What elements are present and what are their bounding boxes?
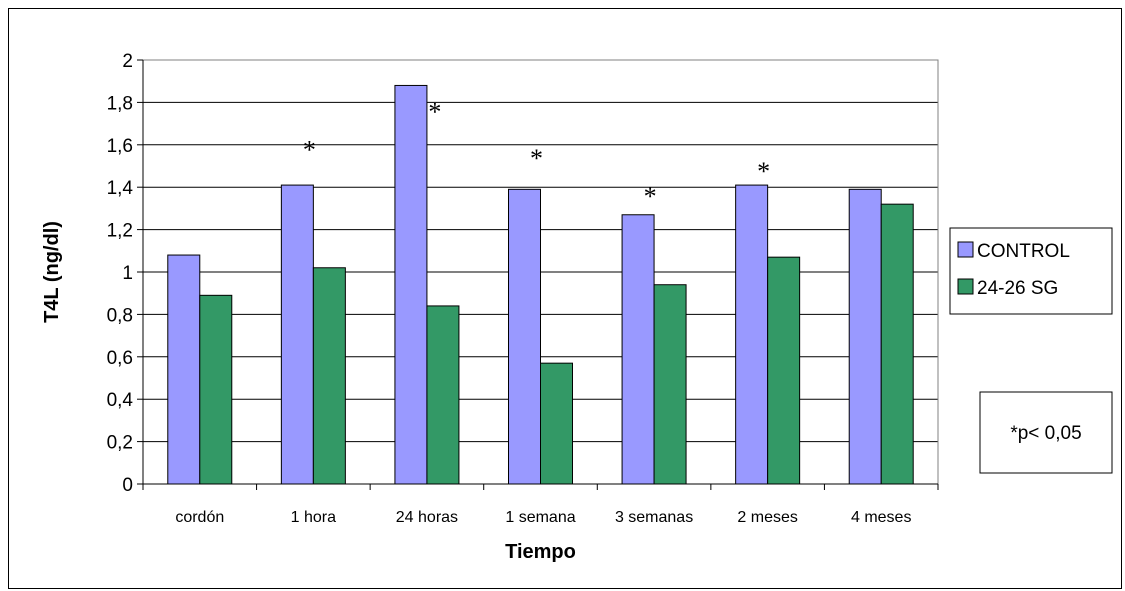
- x-tick-label: 1 semana: [505, 509, 575, 526]
- x-tick-label: 1 hora: [291, 509, 336, 526]
- asterisk-annotation: *: [644, 182, 657, 211]
- x-tick-label: 3 semanas: [615, 509, 693, 526]
- legend-label: 24-26 SG: [977, 278, 1058, 299]
- asterisk-annotation: *: [757, 157, 770, 186]
- y-tick-label: 0,8: [107, 305, 133, 326]
- significance-annotations: * * * * *: [303, 97, 770, 211]
- bar-sg-4: [653, 284, 687, 485]
- note-text: *p< 0,05: [1010, 423, 1081, 444]
- y-tick-label: 2: [122, 51, 133, 72]
- bar-control-1: [280, 184, 314, 485]
- bar-sg-0: [199, 294, 233, 485]
- x-tick-label: 2 meses: [737, 509, 797, 526]
- bar-control-5: [735, 184, 769, 485]
- legend-label: CONTROL: [977, 241, 1070, 262]
- y-tick-label: 0: [122, 475, 133, 496]
- significance-note: *p< 0,05: [979, 391, 1113, 474]
- bar-control-0: [167, 254, 201, 485]
- x-tick-label: 4 meses: [851, 509, 911, 526]
- bar-control-2: [394, 84, 428, 485]
- axes: [137, 59, 939, 490]
- y-tick-label: 1,8: [107, 93, 133, 114]
- bar-sg-5: [767, 256, 801, 485]
- x-tick-labels: cordón 1 hora 24 horas 1 semana 3 semanas 2 m…: [175, 509, 911, 526]
- bar-sg-3: [540, 362, 573, 485]
- legend: CONTROL 24-26 SG: [949, 227, 1113, 315]
- y-tick-label: 1,4: [107, 178, 134, 199]
- y-tick-labels: 0 0,2 0,4 0,6 0,8 1 1,2 1,4 1,6 1,8 2: [107, 51, 134, 496]
- y-tick-label: 0,4: [107, 390, 134, 411]
- bars: [167, 84, 914, 485]
- y-tick-label: 1,6: [107, 136, 133, 157]
- y-tick-label: 1: [122, 263, 133, 284]
- asterisk-annotation: *: [303, 136, 316, 165]
- bar-sg-2: [426, 305, 460, 485]
- note-box: [979, 391, 1113, 474]
- y-tick-label: 0,2: [107, 433, 133, 454]
- legend-box: [949, 227, 1113, 315]
- y-axis-title: T4L (ng/dl): [41, 221, 63, 323]
- y-tick-label: 0,6: [107, 348, 133, 369]
- asterisk-annotation: *: [530, 144, 543, 173]
- y-tick-label: 1,2: [107, 221, 133, 242]
- bar-control-3: [508, 188, 541, 485]
- asterisk-annotation: *: [428, 97, 441, 126]
- legend-swatch: [957, 278, 974, 295]
- bar-sg-1: [312, 267, 346, 485]
- bar-control-6: [848, 188, 882, 485]
- x-axis-title: Tiempo: [505, 541, 576, 563]
- x-tick-label: cordón: [175, 509, 224, 526]
- legend-swatch: [957, 241, 974, 258]
- x-tick-label: 24 horas: [396, 509, 458, 526]
- bar-control-4: [621, 214, 655, 485]
- bar-sg-6: [880, 203, 914, 485]
